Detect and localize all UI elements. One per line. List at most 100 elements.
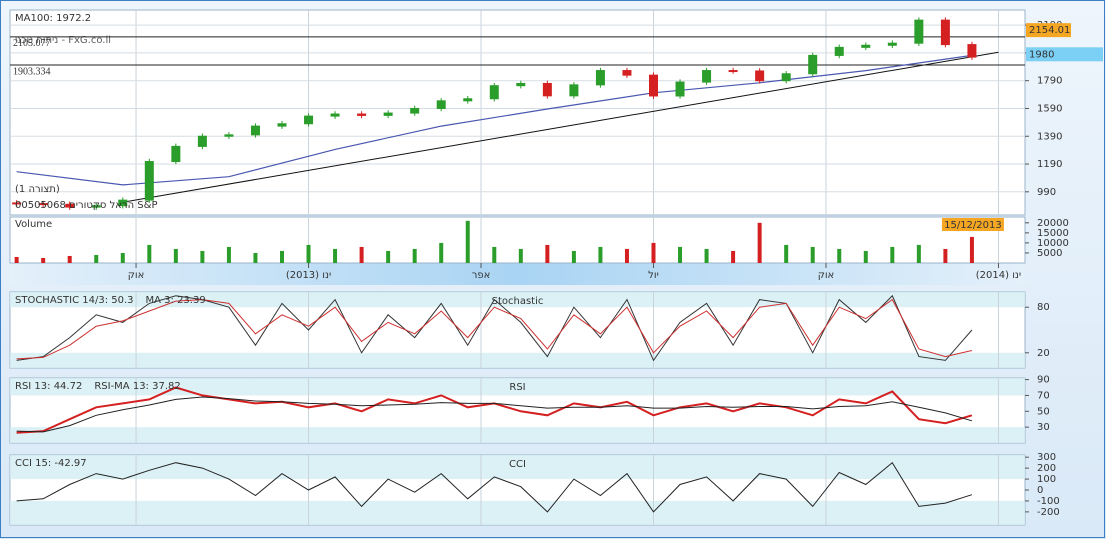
candle-body — [250, 125, 260, 136]
volume-bar — [359, 246, 364, 263]
legend-entry: STOCHASTIC 14/3: 50.3 — [15, 295, 134, 306]
volume-bar — [704, 248, 709, 263]
shade-high — [10, 292, 1025, 308]
y-tick-label: 300 — [1037, 452, 1056, 463]
shade-low — [10, 427, 1025, 443]
y-tick-label: 990 — [1037, 187, 1056, 198]
candle-body — [463, 98, 473, 102]
candle-body — [887, 42, 897, 46]
y-tick-label: 70 — [1037, 390, 1050, 401]
y-tick-label: 1590 — [1037, 103, 1062, 114]
candle-body — [861, 44, 871, 48]
volume-bar — [784, 244, 789, 263]
candle-body — [65, 203, 75, 208]
y-tick-label: 1190 — [1037, 159, 1062, 170]
y-tick-label: -200 — [1037, 507, 1060, 518]
candle-body — [12, 202, 22, 205]
indicator-line — [16, 396, 973, 433]
x-tick-label: אוק — [818, 270, 835, 281]
volume-bar — [571, 250, 576, 263]
shade-low — [10, 500, 1025, 525]
panel-title: Volume — [15, 219, 52, 230]
price-marker — [1026, 47, 1103, 62]
pattern-label: (תצורה 1) — [15, 184, 60, 195]
candle-body — [914, 19, 924, 44]
candle-body — [622, 70, 632, 76]
volume-bar — [386, 250, 391, 263]
candle-body — [197, 135, 207, 147]
x-tick-label: יול — [648, 270, 659, 281]
y-tick-label: 20000 — [1037, 218, 1069, 229]
candle-body — [675, 81, 685, 97]
volume-bar — [94, 254, 99, 263]
candle-body — [967, 44, 977, 58]
cursor-box — [941, 218, 1004, 231]
volume-bar — [969, 236, 974, 263]
y-tick-label: 200 — [1037, 463, 1056, 474]
candle-body — [569, 84, 579, 97]
y-tick-label: 15000 — [1037, 228, 1069, 239]
level-label: 1903.334 — [13, 66, 51, 77]
x-tick-label: (2014) ינו — [976, 270, 1021, 281]
candle-body — [728, 70, 738, 73]
candle-body — [357, 113, 367, 116]
volume-bar — [333, 248, 338, 263]
volume-bar — [757, 222, 762, 263]
candle-body — [542, 82, 552, 97]
candle-body — [940, 19, 950, 46]
y-tick-label: 10000 — [1037, 238, 1069, 249]
volume-bar — [863, 250, 868, 263]
candle-body — [38, 203, 48, 206]
indicator-line — [16, 294, 973, 362]
shade-high — [10, 455, 1025, 480]
volume-bar — [439, 242, 444, 263]
candle-body — [516, 82, 526, 87]
candle-body — [330, 113, 340, 117]
volume-bar — [518, 248, 523, 263]
indicator-line — [16, 298, 973, 360]
candle-body — [144, 161, 154, 201]
panel — [9, 9, 1026, 216]
volume-bar — [253, 252, 258, 263]
volume-bar — [465, 220, 470, 263]
candle-body — [171, 145, 181, 163]
volume-bar — [916, 244, 921, 263]
volume-bar — [598, 246, 603, 263]
x-tick-label: (2013) ינו — [286, 270, 331, 281]
symbol-label: 00505068 הראל סקטורים S&P — [15, 200, 157, 211]
y-tick-label: 90 — [1037, 375, 1050, 386]
volume-bar — [731, 250, 736, 263]
legend-entry: MA 3: 23.39 — [146, 295, 206, 306]
shade-high — [10, 378, 1025, 396]
y-tick-label: 5000 — [1037, 248, 1062, 259]
volume-bar — [279, 250, 284, 263]
volume-bar — [624, 248, 629, 263]
panel-title: CCI — [509, 459, 526, 470]
trend-line — [122, 51, 999, 203]
y-tick-label: 30 — [1037, 422, 1050, 433]
cursor-label: 15/12/2013 — [944, 220, 1002, 231]
volume-bar — [147, 244, 152, 263]
candle-body — [595, 70, 605, 86]
legend-entry: CCI 15: -42.97 — [15, 458, 87, 469]
panel-title: RSI — [509, 382, 525, 393]
candle-body — [277, 123, 287, 127]
x-axis-strip — [10, 263, 1025, 285]
y-tick-label: 1390 — [1037, 131, 1062, 142]
shade-low — [10, 352, 1025, 368]
volume-bar — [226, 246, 231, 263]
volume-bar — [67, 255, 72, 263]
candle-body — [834, 46, 844, 56]
volume-bar — [545, 244, 550, 263]
candle-body — [648, 74, 658, 97]
volume-bar — [173, 248, 178, 263]
volume-bar — [412, 248, 417, 263]
price-marker-label: 1980 — [1029, 49, 1054, 60]
volume-bar — [14, 256, 19, 263]
candle-body — [91, 205, 101, 208]
volume-bar — [651, 242, 656, 263]
panel — [9, 216, 1026, 264]
